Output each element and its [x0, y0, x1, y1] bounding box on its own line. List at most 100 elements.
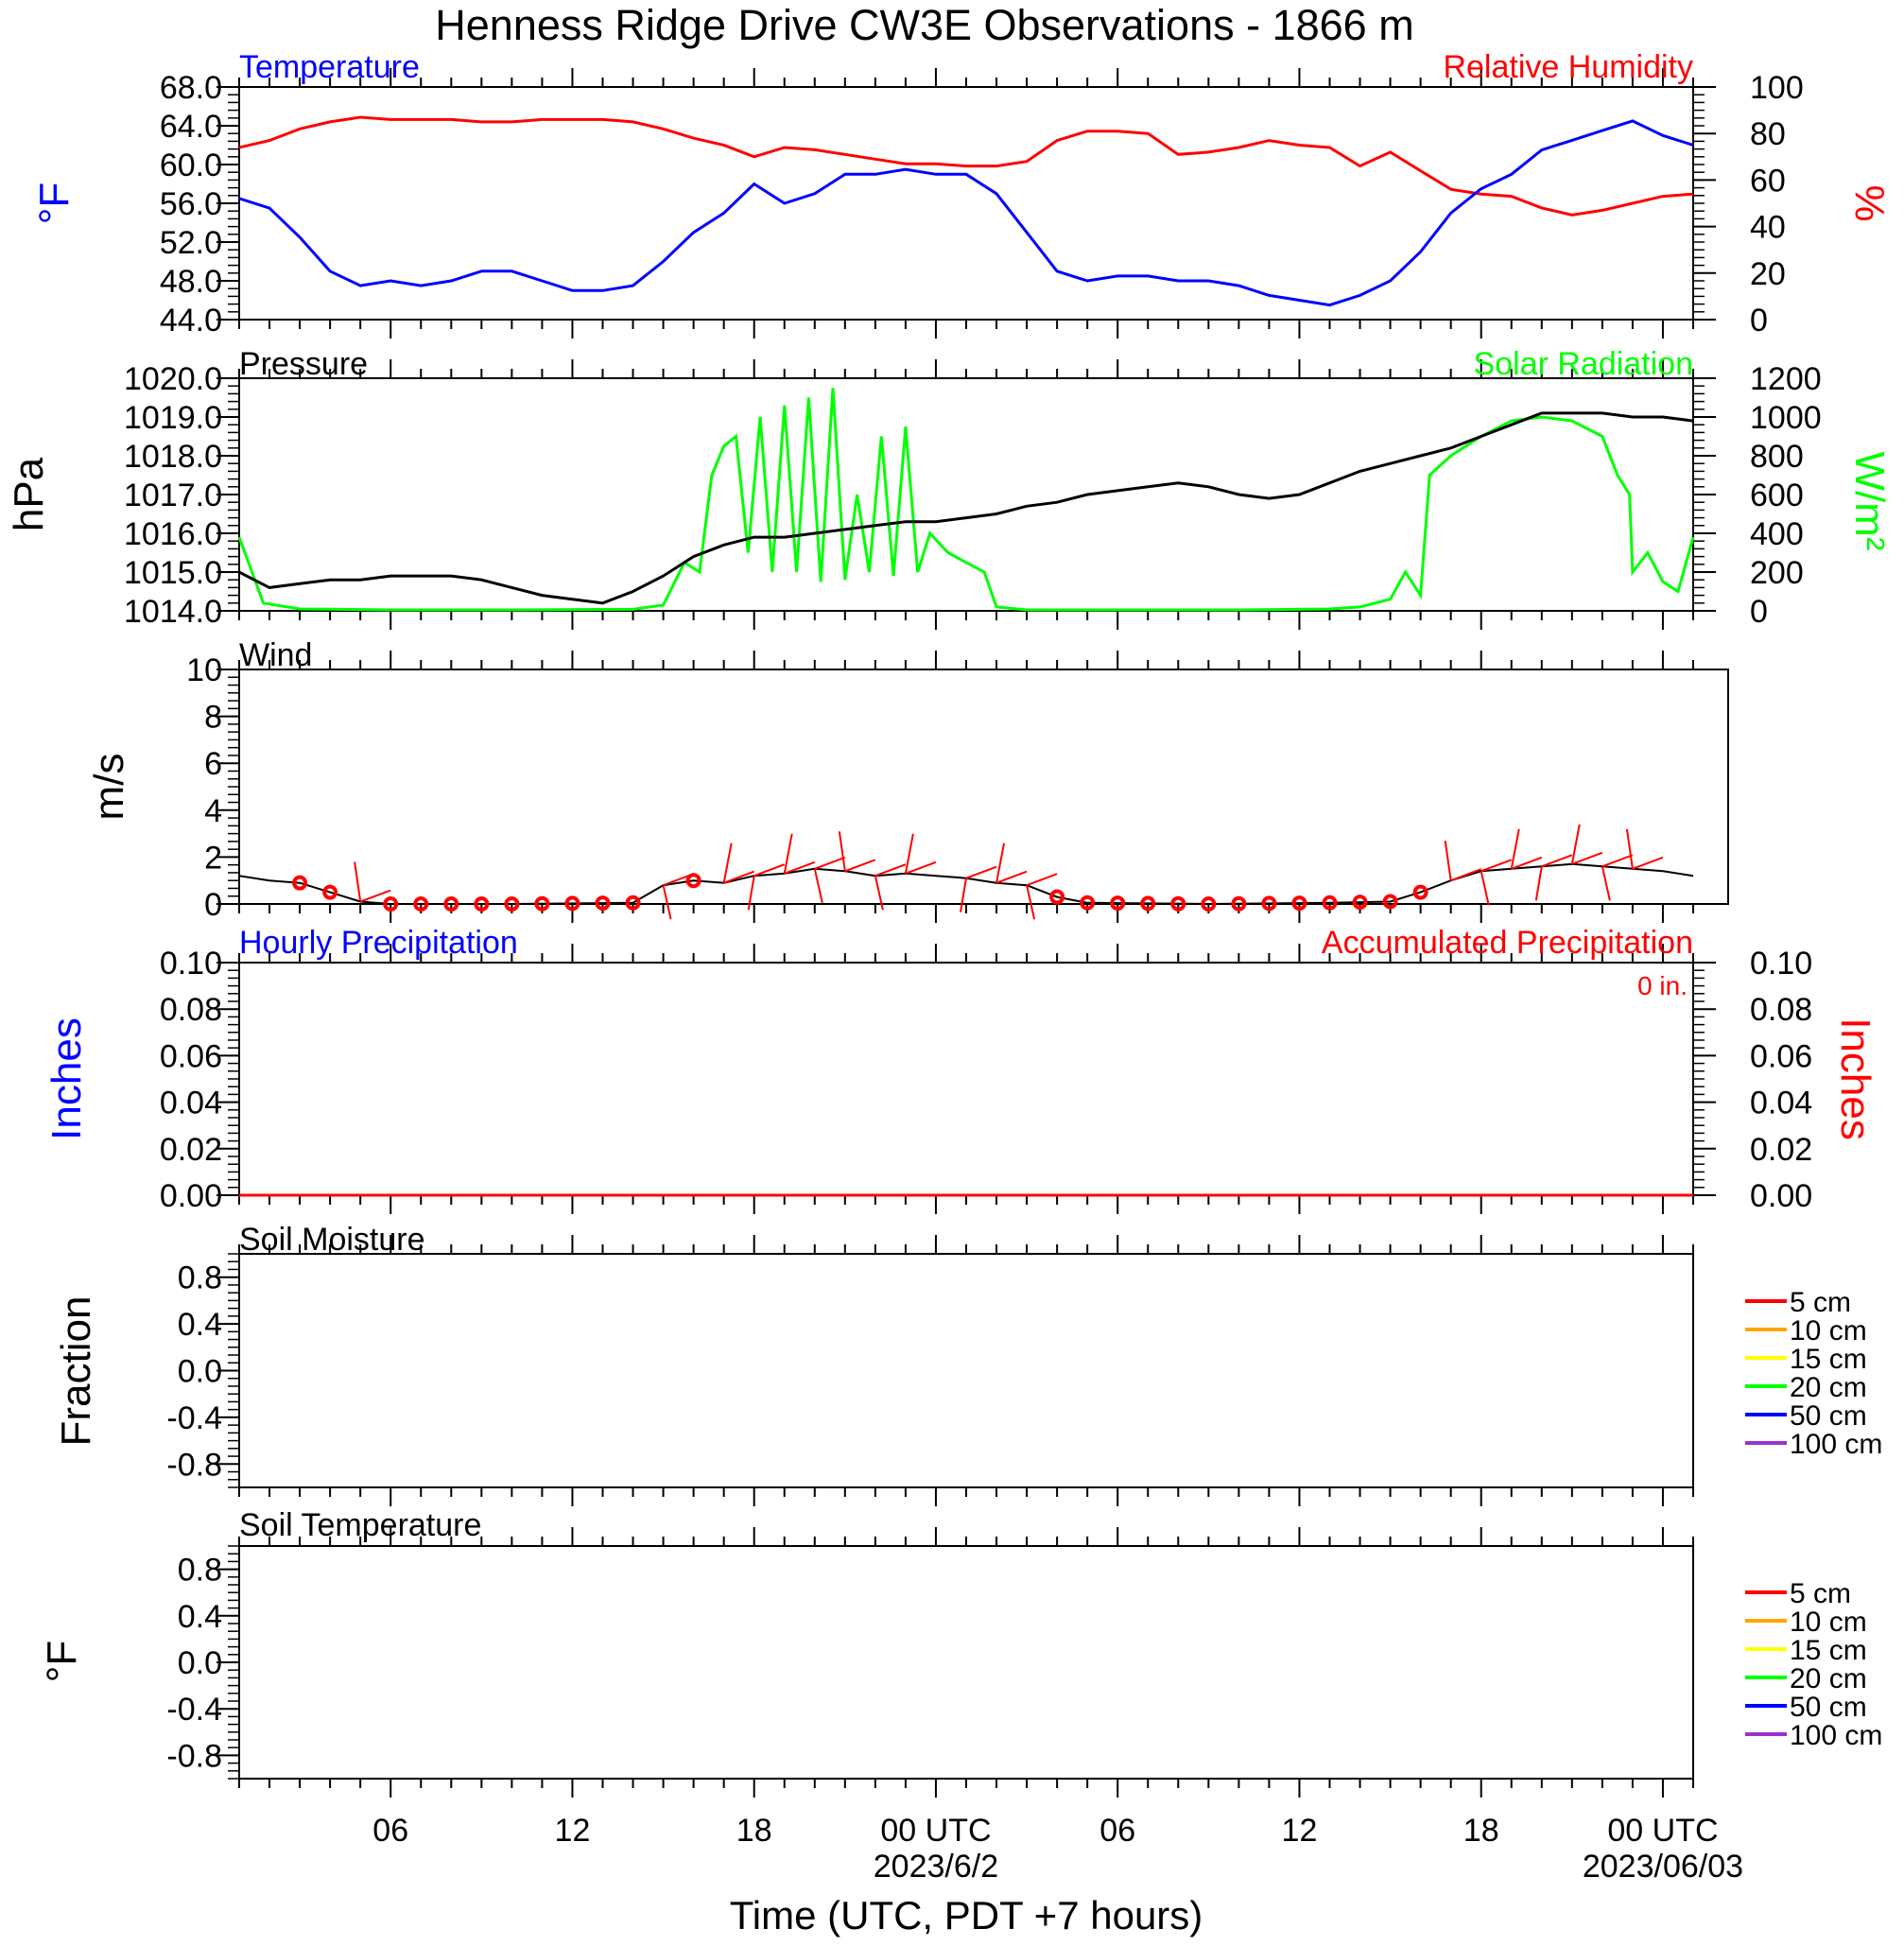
wind-speed-line	[238, 862, 1694, 906]
wind-barb-flag	[844, 859, 876, 873]
wind-barb	[1510, 828, 1520, 869]
calm-marker	[1352, 895, 1368, 911]
soil-temperature-title: Soil Temperature	[239, 1507, 481, 1543]
accum-precip-tick-labels: 0.10 0.08 0.06 0.04 0.02 0.00	[1693, 946, 1812, 1214]
plot-frame-soil-temperature	[238, 1545, 1694, 1780]
hourly-precip-title: Hourly Precipitation	[239, 925, 518, 961]
calm-marker	[1231, 895, 1247, 912]
temperature-line	[238, 119, 1694, 307]
y-tick-label: 400	[1750, 516, 1804, 552]
calm-marker	[292, 875, 308, 891]
wind-barb	[354, 861, 362, 902]
y-tick-label: 0.4	[178, 1599, 222, 1635]
calm-marker	[1201, 896, 1217, 912]
wind-barb	[995, 843, 1006, 883]
y-tick-label: 1200	[1750, 361, 1822, 397]
calm-marker	[413, 896, 429, 912]
pressure-title: Pressure	[239, 346, 368, 382]
y-tick-label: 0.08	[1750, 992, 1812, 1028]
panel-wind: Wind m/s 10 8 6 4 2 0	[86, 637, 1729, 923]
y-tick-label: 64.0	[160, 109, 222, 145]
x-tick-label: 18	[1463, 1813, 1499, 1849]
y-tick-label: 10	[186, 652, 222, 688]
y-tick-label: 0.04	[1750, 1086, 1812, 1121]
y-tick-label: 0.06	[160, 1038, 222, 1074]
calm-marker	[1110, 895, 1126, 912]
calm-marker	[383, 896, 399, 912]
humidity-line	[238, 115, 1694, 217]
y-tick-label: 1016.0	[124, 516, 222, 552]
calm-marker	[474, 896, 490, 912]
calm-marker	[1261, 895, 1277, 912]
y-tick-label: -0.4	[166, 1400, 222, 1436]
pressure-tick-labels: 1020.01019.01018.01017.01016.01015.01014…	[124, 361, 239, 630]
y-tick-label: 0	[1750, 303, 1768, 339]
wind-barb	[747, 876, 755, 911]
y-tick-label: 200	[1750, 555, 1804, 591]
legend-label: 100 cm	[1790, 1720, 1882, 1751]
wind-barb-flag	[814, 856, 846, 870]
x-axis-title: Time (UTC, PDT +7 hours)	[730, 1893, 1203, 1937]
y-tick-label: 0.06	[1750, 1038, 1812, 1074]
y-tick-label: 60.0	[160, 148, 222, 183]
y-tick-label: 0.10	[1750, 946, 1812, 982]
legend-label: 50 cm	[1790, 1692, 1867, 1723]
legend-label: 10 cm	[1790, 1315, 1867, 1347]
accum-precip-axis-label: Inches	[1832, 1017, 1878, 1140]
soil-moisture-tick-labels: 0.8 0.4 0.0 -0.4 -0.8	[166, 1260, 239, 1483]
y-tick-label: 0.0	[178, 1354, 222, 1390]
x-axis-tick-labels: 06 12 18 00 UTC 06 12 18 00 UTC	[372, 1813, 1718, 1849]
calm-marker	[1170, 895, 1186, 912]
legend-label: 20 cm	[1790, 1372, 1867, 1403]
calm-marker	[443, 896, 459, 912]
wind-barb-flag	[753, 863, 786, 877]
humidity-tick-labels: 100 80 60 40 20 0	[1693, 70, 1804, 339]
wind-tick-labels: 10 8 6 4 2 0	[186, 652, 239, 923]
accum-precip-title: Accumulated Precipitation	[1322, 925, 1693, 961]
calm-marker	[1291, 895, 1307, 912]
y-tick-label: 0.04	[160, 1086, 222, 1121]
y-tick-label: 0.10	[160, 946, 222, 982]
soil-moisture-axis-label: Fraction	[53, 1296, 99, 1447]
calm-markers	[292, 873, 1428, 912]
panel-pressure-solar: Pressure Solar Radiation hPa W/m² 1020.0…	[6, 346, 1893, 630]
x-tick-label: 00 UTC	[1607, 1813, 1718, 1849]
solar-title: Solar Radiation	[1474, 346, 1693, 382]
y-tick-label: 1018.0	[124, 439, 222, 475]
y-tick-label: 0.8	[178, 1553, 222, 1589]
legend-label: 20 cm	[1790, 1663, 1867, 1694]
y-tick-label: 1019.0	[124, 400, 222, 436]
y-tick-label: -0.4	[166, 1692, 222, 1728]
panel-soil-temperature: Soil Temperature °F 0.8 0.4 0.0 -0.4 -0.8 5 …	[39, 1507, 1882, 1798]
wind-barb-flag	[1601, 854, 1634, 868]
calm-marker	[595, 895, 611, 912]
y-tick-label: 20	[1750, 256, 1786, 292]
y-tick-label: 52.0	[160, 225, 222, 261]
legend-label: 5 cm	[1790, 1287, 1851, 1318]
calm-marker	[1382, 894, 1398, 910]
calm-marker	[1140, 895, 1156, 912]
calm-marker	[1049, 889, 1065, 905]
wind-axis-label: m/s	[86, 754, 132, 821]
temperature-axis-label: °F	[31, 182, 78, 224]
x-tick-label: 00 UTC	[880, 1813, 991, 1849]
panel-soil-moisture: Soil Moisture Fraction 0.8 0.4 0.0 -0.4 -0.8…	[53, 1222, 1882, 1506]
y-tick-label: 0.00	[1750, 1178, 1812, 1214]
calm-marker	[504, 896, 520, 912]
y-tick-label: 68.0	[160, 70, 222, 106]
y-tick-label: 0.02	[1750, 1132, 1812, 1168]
wind-barb-flag	[1571, 851, 1603, 865]
legend-label: 15 cm	[1790, 1635, 1867, 1666]
x-axis-date-labels: 2023/6/2 2023/06/03	[874, 1849, 1743, 1885]
humidity-title: Relative Humidity	[1443, 49, 1693, 85]
wind-barb	[874, 876, 884, 911]
legend-label: 100 cm	[1790, 1429, 1882, 1460]
y-tick-label: 0.00	[160, 1178, 222, 1214]
legend-label: 10 cm	[1790, 1607, 1867, 1638]
y-tick-label: 0.02	[160, 1132, 222, 1168]
solar-radiation-line	[237, 388, 1695, 612]
legend-label: 50 cm	[1790, 1400, 1867, 1432]
